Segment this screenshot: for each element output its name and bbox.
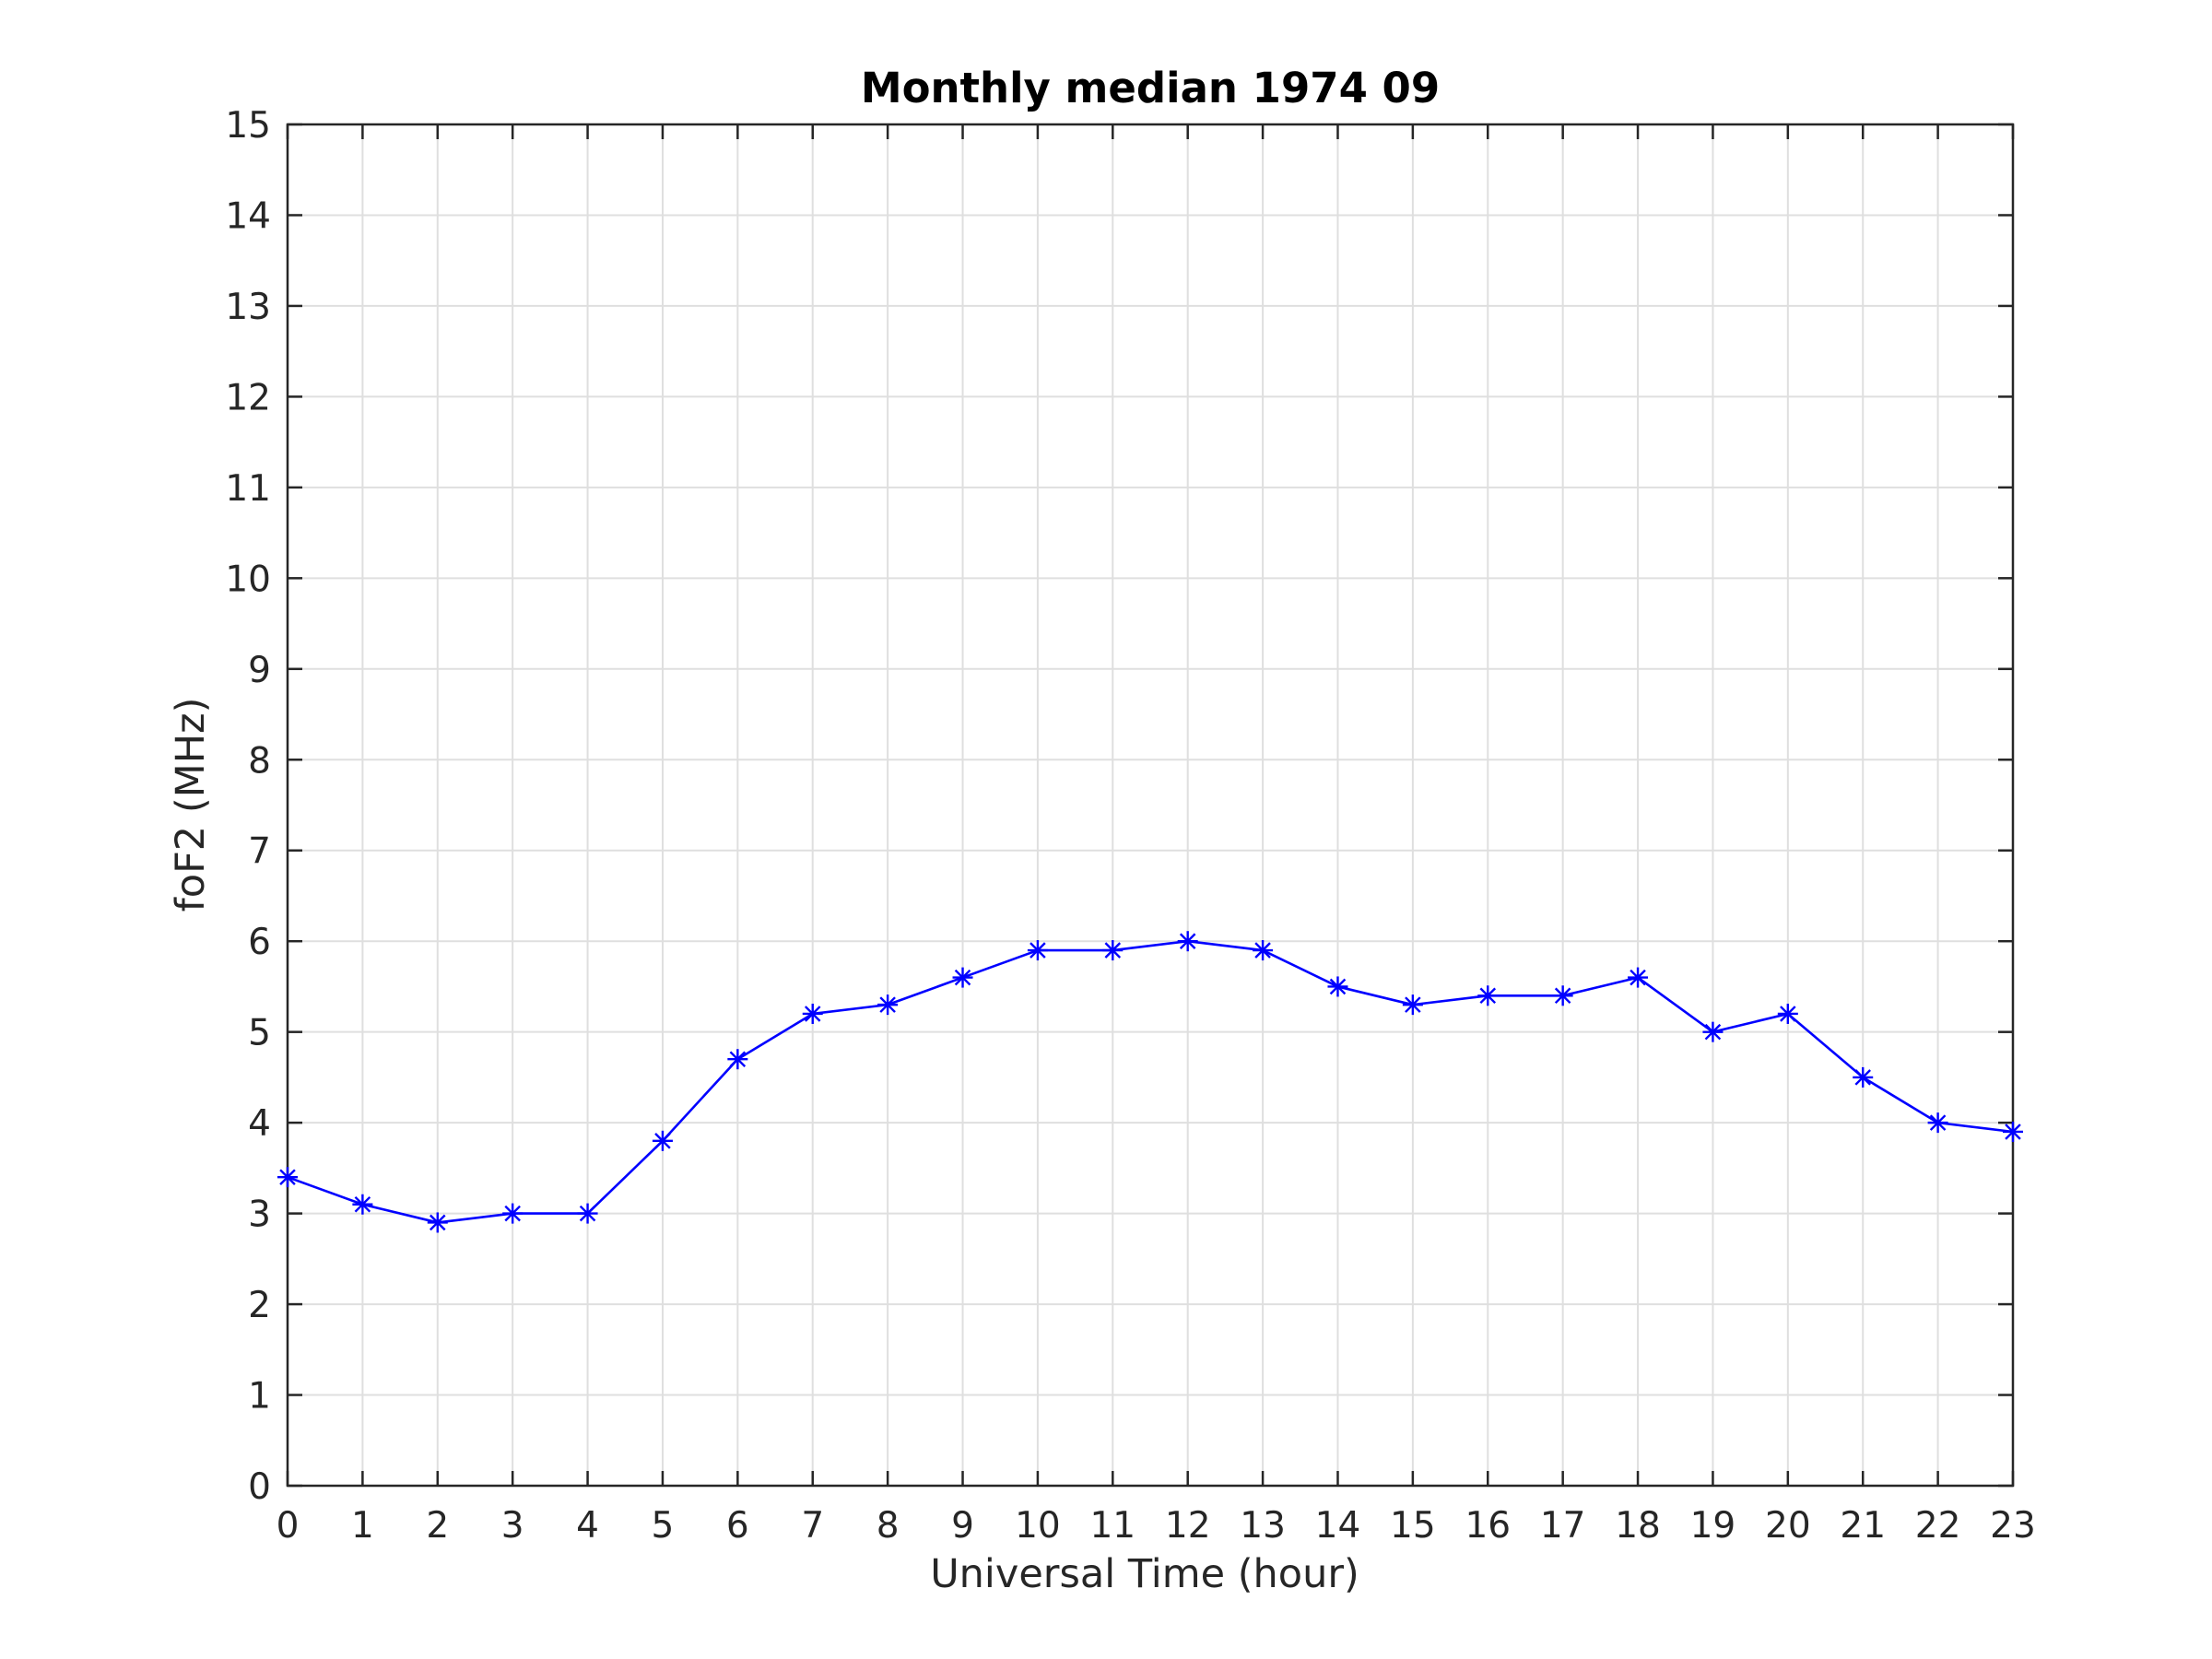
x-tick-label: 16 bbox=[1465, 1505, 1511, 1547]
data-point-marker bbox=[652, 1130, 673, 1151]
y-axis-title: foF2 (MHz) bbox=[168, 698, 214, 912]
data-point-marker bbox=[1253, 940, 1274, 961]
y-tick-label: 7 bbox=[248, 831, 271, 873]
x-tick-label: 6 bbox=[726, 1505, 749, 1547]
data-point-marker bbox=[1927, 1112, 1948, 1134]
data-point-marker bbox=[577, 1203, 598, 1224]
tick-layer bbox=[286, 123, 2015, 1488]
y-tick-label: 1 bbox=[248, 1376, 271, 1418]
data-point-marker bbox=[1777, 1003, 1798, 1024]
x-tick-label: 12 bbox=[1165, 1505, 1211, 1547]
y-tick-label: 12 bbox=[225, 377, 271, 418]
x-tick-label: 4 bbox=[576, 1505, 599, 1547]
data-point-marker bbox=[1477, 985, 1499, 1006]
data-point-marker bbox=[2003, 1121, 2023, 1142]
x-tick-label: 20 bbox=[1765, 1505, 1811, 1547]
chart-title: Monthly median 1974 09 bbox=[861, 64, 1440, 112]
x-tick-label: 2 bbox=[426, 1505, 449, 1547]
y-tick-label: 5 bbox=[248, 1013, 271, 1054]
y-tick-label: 11 bbox=[225, 468, 271, 510]
plot-frame bbox=[286, 123, 2015, 1488]
series-line bbox=[287, 939, 2014, 1224]
x-tick-label: 10 bbox=[1015, 1505, 1061, 1547]
y-tick-label: 8 bbox=[248, 740, 271, 782]
data-point-marker bbox=[727, 1049, 748, 1070]
x-tick-label: 7 bbox=[801, 1505, 824, 1547]
x-tick-label: 1 bbox=[351, 1505, 374, 1547]
data-point-marker bbox=[1628, 967, 1649, 988]
data-point-marker bbox=[427, 1212, 448, 1233]
data-point-marker bbox=[1853, 1066, 1874, 1088]
y-tick-label: 15 bbox=[225, 105, 271, 147]
x-tick-label: 19 bbox=[1690, 1505, 1736, 1547]
data-point-marker bbox=[1102, 940, 1124, 961]
x-tick-label: 9 bbox=[951, 1505, 974, 1547]
series-layer bbox=[277, 931, 2023, 1233]
y-tick-label: 2 bbox=[248, 1285, 271, 1326]
y-tick-label: 14 bbox=[225, 195, 271, 237]
x-tick-label: 13 bbox=[1240, 1505, 1286, 1547]
data-point-marker bbox=[1177, 931, 1198, 952]
x-tick-label: 0 bbox=[276, 1505, 300, 1547]
y-tick-label: 9 bbox=[248, 650, 271, 691]
grid-layer bbox=[288, 124, 2013, 1486]
x-tick-label: 22 bbox=[1915, 1505, 1961, 1547]
data-point-marker bbox=[802, 1003, 823, 1024]
label-layer: 0 1 2 3 4 5 6 7 8 9 10 11 12 13 14 15 16 17 18 19 20 21 22 2301… bbox=[225, 105, 2035, 1547]
x-tick-label: 18 bbox=[1615, 1505, 1661, 1547]
y-tick-label: 13 bbox=[225, 287, 271, 328]
x-tick-label: 3 bbox=[501, 1505, 524, 1547]
y-tick-label: 3 bbox=[248, 1194, 271, 1236]
y-tick-label: 6 bbox=[248, 922, 271, 963]
x-tick-label: 21 bbox=[1840, 1505, 1886, 1547]
data-point-marker bbox=[1402, 994, 1423, 1016]
x-tick-label: 23 bbox=[1990, 1505, 2036, 1547]
y-tick-label: 10 bbox=[225, 559, 271, 600]
data-point-marker bbox=[877, 994, 899, 1016]
x-axis-title: Universal Time (hour) bbox=[930, 1551, 1359, 1597]
x-tick-label: 8 bbox=[877, 1505, 900, 1547]
data-point-marker bbox=[277, 1167, 298, 1188]
x-tick-label: 14 bbox=[1315, 1505, 1361, 1547]
x-tick-label: 17 bbox=[1540, 1505, 1586, 1547]
x-tick-label: 11 bbox=[1089, 1505, 1135, 1547]
y-tick-label: 0 bbox=[248, 1466, 271, 1508]
data-point-marker bbox=[1027, 940, 1048, 961]
data-point-marker bbox=[502, 1203, 524, 1224]
x-tick-label: 15 bbox=[1390, 1505, 1436, 1547]
data-point-marker bbox=[1327, 976, 1348, 997]
plot-area bbox=[288, 124, 2013, 1486]
y-tick-label: 4 bbox=[248, 1103, 271, 1145]
data-point-marker bbox=[1552, 985, 1573, 1006]
data-point-marker bbox=[1702, 1021, 1724, 1042]
data-point-marker bbox=[352, 1194, 373, 1215]
data-point-marker bbox=[952, 967, 973, 988]
x-tick-label: 5 bbox=[652, 1505, 675, 1547]
